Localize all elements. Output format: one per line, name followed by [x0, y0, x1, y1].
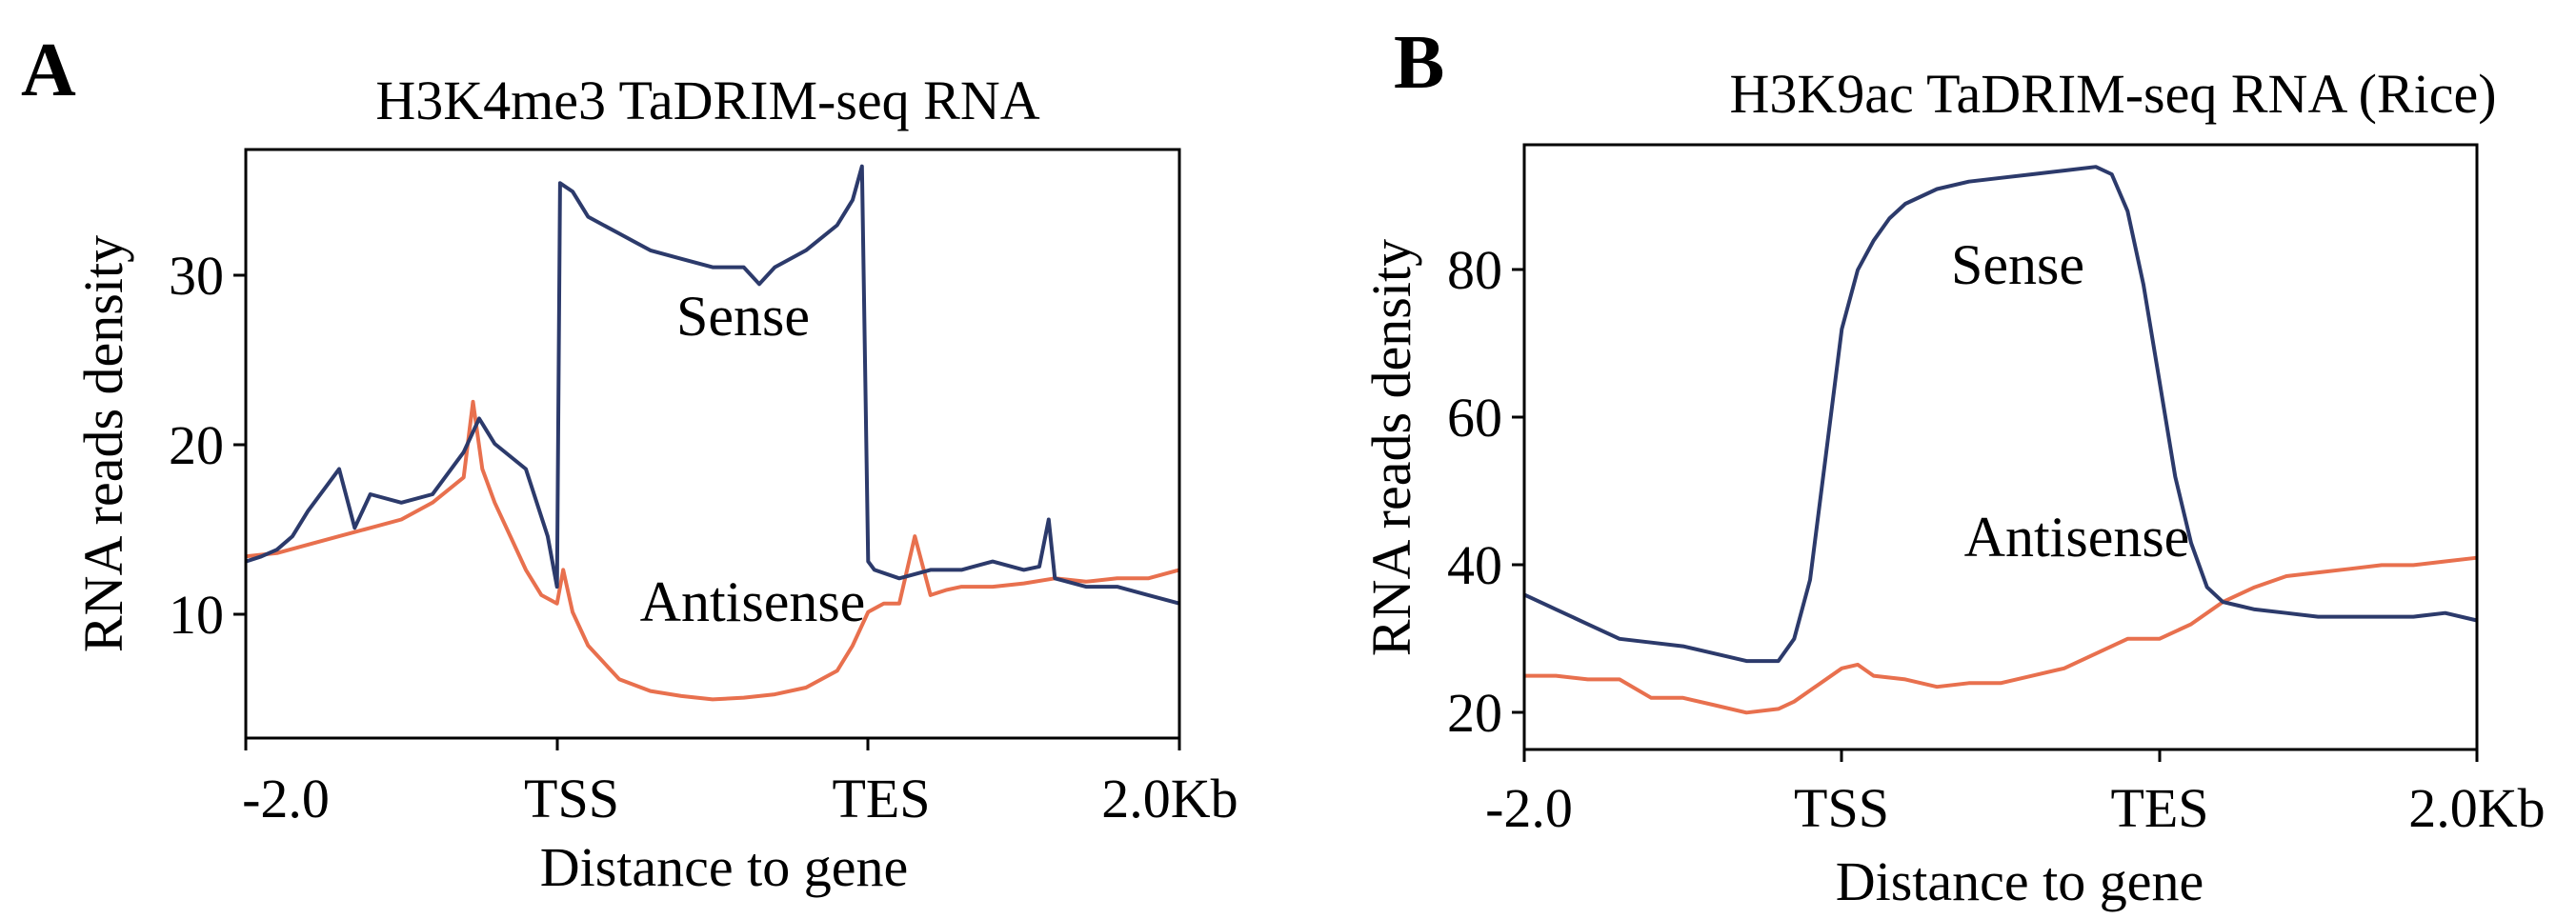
panel-b-series-label-sense: Sense	[1951, 233, 2084, 296]
panel-b-series-label-antisense: Antisense	[1964, 506, 2190, 569]
panel-a-y-tick-label: 30	[169, 245, 224, 307]
panel-a-x-tick-label: TES	[832, 768, 930, 829]
panel-b-y-tick-label: 60	[1447, 387, 1502, 449]
panel-b-x-tick-label: 2.0Kb	[2408, 777, 2545, 839]
panel-a-y-tick-label: 20	[169, 414, 224, 476]
panel-b-marks	[1523, 165, 2478, 715]
panel-a-y-axis-label: RNA reads density	[72, 235, 134, 652]
panel-b-y-tick-label: 40	[1447, 534, 1502, 596]
panel-a-x-tick-label: 2.0Kb	[1101, 768, 1238, 829]
panel-b-x-tick-label: TES	[2110, 777, 2208, 839]
panel-b: B H3K9ac TaDRIM-seq RNA (Rice) -2.0 TSS …	[1360, 21, 2546, 912]
panel-b-series-line-antisense	[1524, 555, 2478, 715]
panel-a-marks	[245, 164, 1180, 702]
panel-b-y-tick-label: 80	[1447, 239, 1502, 301]
panel-a-series-line-antisense	[245, 399, 1180, 702]
panel-a-y-tick-label: 10	[169, 584, 224, 646]
panel-b-plot-frame	[1522, 143, 2479, 751]
panel-a: A H3K4me3 TaDRIM-seq RNA -2.0 TSS TES 2.…	[21, 29, 1238, 898]
panel-b-series-line-sense	[1523, 165, 2478, 664]
panel-a-title: H3K4me3 TaDRIM-seq RNA	[375, 70, 1039, 131]
panel-b-x-tick-label: TSS	[1794, 777, 1889, 839]
panel-b-title: H3K9ac TaDRIM-seq RNA (Rice)	[1729, 63, 2496, 125]
panel-a-x-tick-label: TSS	[524, 768, 619, 829]
panel-letter-a: A	[21, 29, 76, 112]
panel-a-plot-frame	[244, 148, 1181, 740]
panel-a-series-label-antisense: Antisense	[640, 570, 866, 633]
panel-b-y-tick-label: 20	[1447, 682, 1502, 744]
panel-b-x-axis-label: Distance to gene	[1836, 850, 2204, 912]
panel-b-x-tick-label: -2.0	[1485, 777, 1573, 839]
panel-letter-b: B	[1394, 21, 1444, 105]
panel-a-series-line-sense	[245, 164, 1180, 606]
panel-a-x-tick-label: -2.0	[242, 768, 330, 829]
panel-a-x-axis-label: Distance to gene	[540, 836, 909, 898]
panel-b-y-axis-label: RNA reads density	[1360, 239, 1422, 656]
panel-a-series-label-sense: Sense	[676, 285, 810, 348]
